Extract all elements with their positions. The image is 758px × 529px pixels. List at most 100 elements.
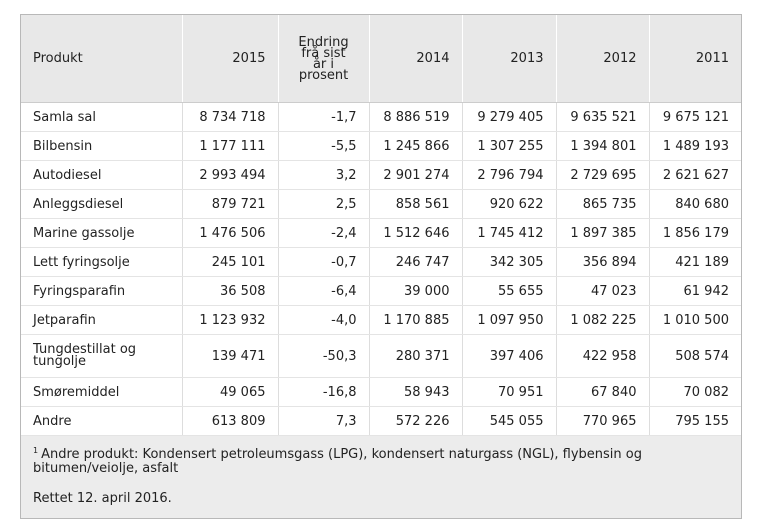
value-cell: 70 951 [461, 377, 556, 407]
value-cell: -5,5 [277, 131, 369, 161]
value-cell: 39 000 [368, 276, 462, 306]
value-cell: 55 655 [461, 276, 556, 306]
value-cell: -16,8 [277, 377, 369, 407]
value-cell: 421 189 [648, 247, 741, 277]
value-cell: 2 621 627 [648, 160, 741, 190]
value-cell: 1 082 225 [555, 305, 649, 335]
column-header: 2012 [555, 15, 649, 103]
value-cell: 47 023 [555, 276, 649, 306]
value-cell: 1 745 412 [461, 218, 556, 248]
value-cell: 1 123 932 [181, 305, 278, 335]
value-cell: 1 512 646 [368, 218, 462, 248]
value-cell: 9 675 121 [648, 102, 741, 132]
product-cell: Samla sal [21, 102, 182, 132]
footnotes: 1 Andre produkt: Kondensert petroleumsgas… [21, 436, 741, 506]
value-cell: -1,7 [277, 102, 369, 132]
table-row: Autodiesel 2 993 494 3,2 2 901 274 2 796 794… [21, 160, 741, 190]
value-cell: 139 471 [181, 334, 278, 378]
value-cell: 36 508 [181, 276, 278, 306]
value-cell: 67 840 [555, 377, 649, 407]
value-cell: 1 897 385 [555, 218, 649, 248]
value-cell: 613 809 [181, 406, 278, 436]
column-header: Produkt [21, 15, 182, 103]
table-row: Marine gassolje 1 476 506 -2,4 1 512 646 1 7… [21, 218, 741, 248]
value-cell: 865 735 [555, 189, 649, 219]
value-cell: 58 943 [368, 377, 462, 407]
value-cell: 920 622 [461, 189, 556, 219]
product-cell: Autodiesel [21, 160, 182, 190]
value-cell: 1 010 500 [648, 305, 741, 335]
footnote: 1 Andre produkt: Kondensert petroleumsgas… [33, 444, 741, 476]
product-cell: Smøremiddel [21, 377, 182, 407]
value-cell: 770 965 [555, 406, 649, 436]
product-cell: Anleggsdiesel [21, 189, 182, 219]
product-cell: Jetparafin [21, 305, 182, 335]
correction-note: Rettet 12. april 2016. [33, 491, 172, 506]
value-cell: 422 958 [555, 334, 649, 378]
value-cell: 2,5 [277, 189, 369, 219]
value-cell: 795 155 [648, 406, 741, 436]
column-header: 2015 [181, 15, 278, 103]
column-header: 2014 [368, 15, 462, 103]
value-cell: 7,3 [277, 406, 369, 436]
value-cell: 1 856 179 [648, 218, 741, 248]
value-cell: 245 101 [181, 247, 278, 277]
table-row: Andre 613 809 7,3 572 226 545 055 770 965 795 … [21, 406, 741, 436]
value-cell: -2,4 [277, 218, 369, 248]
table-row: Lett fyringsolje 245 101 -0,7 246 747 342 30… [21, 247, 741, 277]
value-cell: -6,4 [277, 276, 369, 306]
value-cell: 1 489 193 [648, 131, 741, 161]
value-cell: 508 574 [648, 334, 741, 378]
footnote-marker: 1 [33, 446, 39, 455]
value-cell: 8 734 718 [181, 102, 278, 132]
value-cell: -4,0 [277, 305, 369, 335]
value-cell: 49 065 [181, 377, 278, 407]
value-cell: 70 082 [648, 377, 741, 407]
table-row: Samla sal 8 734 718 -1,7 8 886 519 9 279 405… [21, 102, 741, 132]
value-cell: 246 747 [368, 247, 462, 277]
table-row: Tungdestillat og tungolje 139 471 -50,3 280… [21, 334, 741, 378]
table-row: Bilbensin 1 177 111 -5,5 1 245 866 1 307 255… [21, 131, 741, 161]
table-row: Fyringsparafin 36 508 -6,4 39 000 55 655 47 0… [21, 276, 741, 306]
table-row: Smøremiddel 49 065 -16,8 58 943 70 951 67 840… [21, 377, 741, 407]
table-row: Jetparafin 1 123 932 -4,0 1 170 885 1 097 95… [21, 305, 741, 335]
value-cell: -50,3 [277, 334, 369, 378]
value-cell: 9 279 405 [461, 102, 556, 132]
value-cell: 1 307 255 [461, 131, 556, 161]
product-cell: Tungdestillat og tungolje [21, 334, 182, 378]
value-cell: 1 097 950 [461, 305, 556, 335]
value-cell: 356 894 [555, 247, 649, 277]
value-cell: 1 170 885 [368, 305, 462, 335]
product-cell: Fyringsparafin [21, 276, 182, 306]
header-row: Produkt 2015 Endring frå sist år i prosent… [21, 15, 741, 103]
sales-table: Produkt 2015 Endring frå sist år i prosent… [21, 15, 741, 436]
value-cell: 2 993 494 [181, 160, 278, 190]
value-cell: 1 177 111 [181, 131, 278, 161]
value-cell: 840 680 [648, 189, 741, 219]
column-header: Endring frå sist år i prosent [277, 15, 369, 103]
column-header-text: Endring frå sist år i prosent [298, 34, 349, 83]
value-cell: 2 901 274 [368, 160, 462, 190]
value-cell: -0,7 [277, 247, 369, 277]
value-cell: 2 796 794 [461, 160, 556, 190]
value-cell: 9 635 521 [555, 102, 649, 132]
value-cell: 2 729 695 [555, 160, 649, 190]
table-row: Anleggsdiesel 879 721 2,5 858 561 920 622 865… [21, 189, 741, 219]
column-header: 2011 [648, 15, 741, 103]
value-cell: 61 942 [648, 276, 741, 306]
value-cell: 8 886 519 [368, 102, 462, 132]
value-cell: 1 245 866 [368, 131, 462, 161]
product-cell: Marine gassolje [21, 218, 182, 248]
value-cell: 280 371 [368, 334, 462, 378]
value-cell: 342 305 [461, 247, 556, 277]
product-cell: Andre [21, 406, 182, 436]
footnote-text: Andre produkt: Kondensert petroleumsgass… [33, 447, 643, 476]
product-cell: Bilbensin [21, 131, 182, 161]
value-cell: 1 394 801 [555, 131, 649, 161]
product-cell: Lett fyringsolje [21, 247, 182, 277]
value-cell: 572 226 [368, 406, 462, 436]
value-cell: 879 721 [181, 189, 278, 219]
table-body: Samla sal 8 734 718 -1,7 8 886 519 9 279 405… [21, 102, 741, 436]
column-header: 2013 [461, 15, 556, 103]
